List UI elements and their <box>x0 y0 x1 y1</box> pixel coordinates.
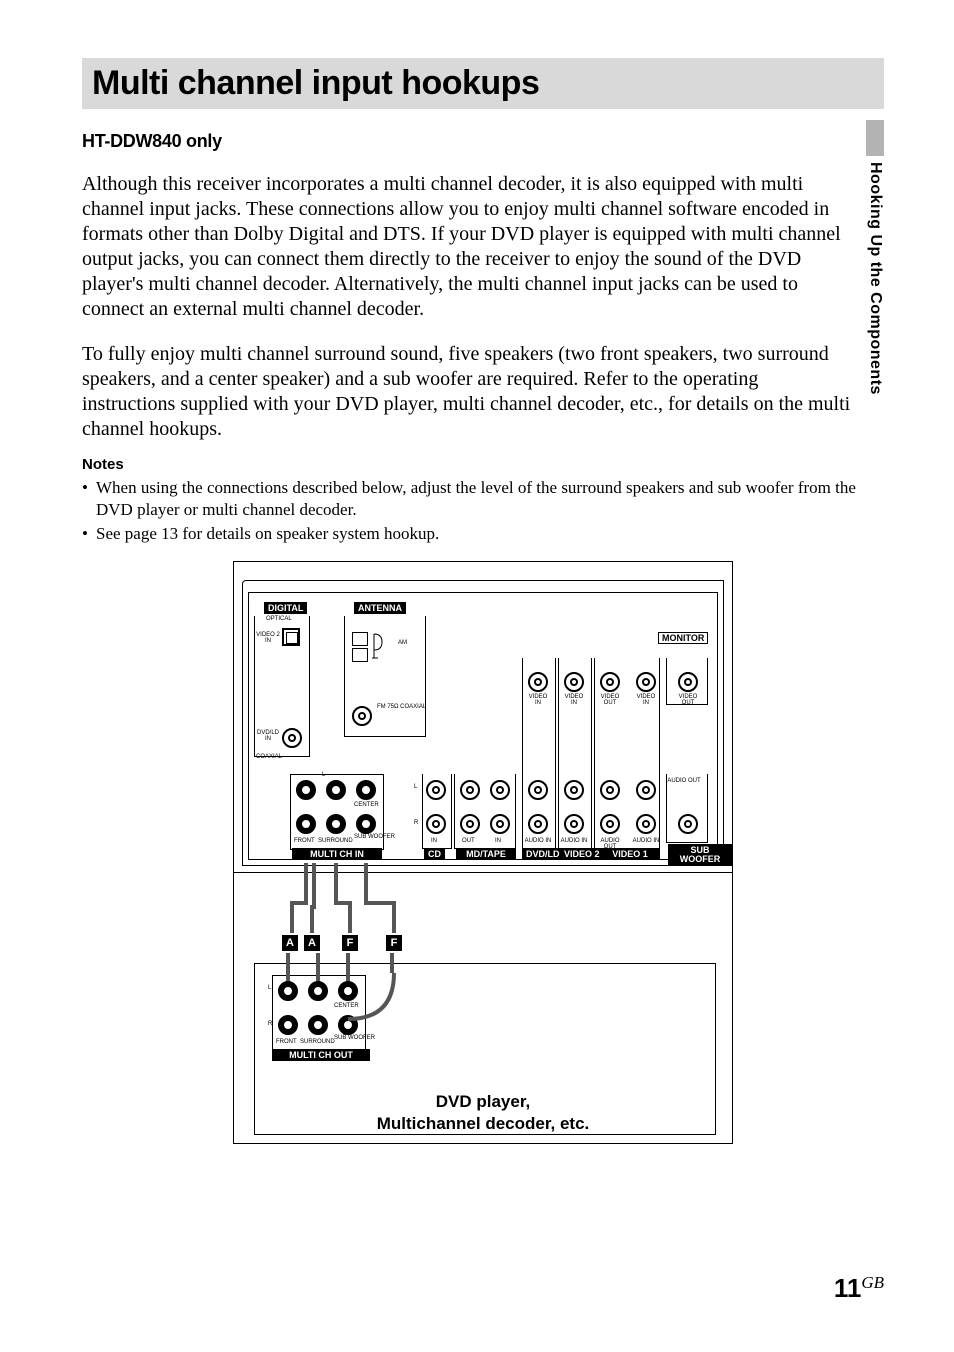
label-video1: VIDEO 1 <box>600 848 660 860</box>
mdtape-col-box <box>454 774 516 849</box>
cable-tag-a-2: A <box>304 935 320 951</box>
label-L-3: L <box>268 985 271 991</box>
body-paragraph-2: To fully enjoy multi channel surround so… <box>82 342 852 442</box>
body-paragraph-1: Although this receiver incorporates a mu… <box>82 172 852 322</box>
title-bar: Multi channel input hookups <box>82 58 884 109</box>
page-number: 11GB <box>834 1273 884 1304</box>
source-caption-line-1: DVD player, <box>436 1092 531 1111</box>
subtitle: HT-DDW840 only <box>82 131 884 152</box>
section-tab-text: Hooking Up the Components <box>866 162 884 395</box>
cable-tag-f-2: F <box>386 935 402 951</box>
manual-page: Hooking Up the Components Multi channel … <box>0 0 954 1352</box>
notes-list: When using the connections described bel… <box>82 477 872 545</box>
source-panel: A A F F L R CENTER FRONT SURROUND SUB WO… <box>234 873 732 1143</box>
cable-curve <box>344 969 404 1029</box>
page-number-value: 11 <box>834 1273 862 1303</box>
label-L-2: L <box>414 784 417 790</box>
label-digital: DIGITAL <box>264 602 307 614</box>
source-caption: DVD player, Multichannel decoder, etc. <box>234 1091 732 1134</box>
receiver-panel: DIGITAL OPTICAL VIDEO 2 IN DVD/LD IN COA… <box>234 562 732 873</box>
video1-col-box <box>594 658 660 849</box>
digital-group-box <box>254 616 310 757</box>
monitor-box <box>666 658 708 705</box>
note-item: See page 13 for details on speaker syste… <box>82 523 872 545</box>
cable-tag-f-1: F <box>342 935 358 951</box>
cable-stub-2 <box>316 953 320 981</box>
label-monitor: MONITOR <box>658 632 708 644</box>
sw-col-box <box>666 774 708 843</box>
label-R-2: R <box>414 820 418 826</box>
mcin-group-box <box>290 774 384 850</box>
cable-stub-1 <box>286 953 290 981</box>
hookup-cables <box>234 863 734 943</box>
cd-col-box <box>422 774 452 849</box>
hookup-diagram: DIGITAL OPTICAL VIDEO 2 IN DVD/LD IN COA… <box>233 561 733 1144</box>
label-mdtape: MD/TAPE <box>456 848 516 860</box>
page-region: GB <box>861 1273 884 1292</box>
antenna-group-box <box>344 616 426 737</box>
dvdld-col-box <box>522 658 556 849</box>
source-caption-line-2: Multichannel decoder, etc. <box>377 1114 590 1133</box>
video2-col-box <box>558 658 592 849</box>
page-title: Multi channel input hookups <box>92 64 874 103</box>
notes-heading: Notes <box>82 456 884 473</box>
section-tab-indicator <box>866 120 884 156</box>
label-antenna: ANTENNA <box>354 602 406 614</box>
section-tab: Hooking Up the Components <box>866 120 884 440</box>
cable-tag-a-1: A <box>282 935 298 951</box>
label-cd: CD <box>424 848 445 860</box>
note-item: When using the connections described bel… <box>82 477 872 521</box>
label-dvdld: DVD/LD <box>522 848 564 860</box>
